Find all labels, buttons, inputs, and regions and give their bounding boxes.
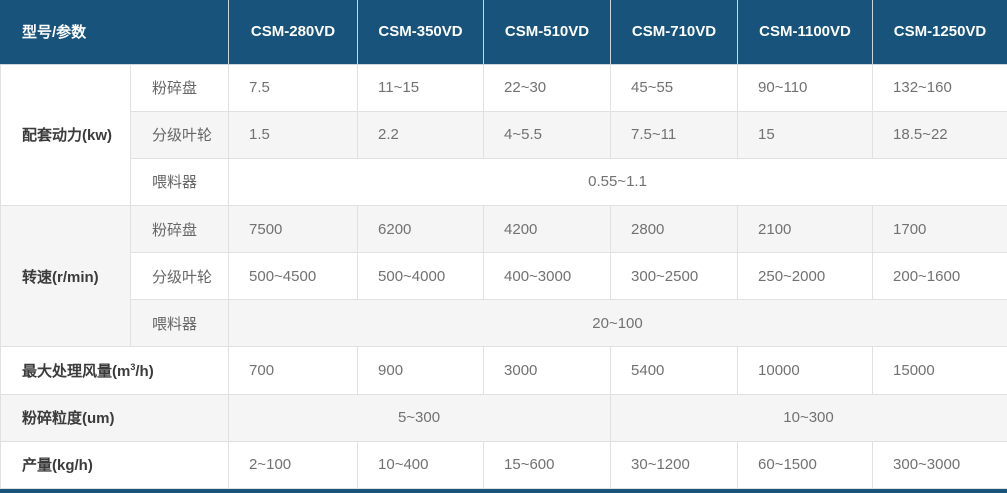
value-cell: 5400: [610, 346, 739, 395]
table-row-power-feeder: 喂料器 0.55~1.1: [1, 157, 1007, 206]
param-header-cell: 型号/参数: [0, 0, 230, 65]
value-cell: 300~2500: [610, 252, 739, 301]
airflow-label-post: /h): [135, 363, 154, 381]
value-cell: 22~30: [483, 63, 612, 112]
value-cell: 400~3000: [483, 252, 612, 301]
value-cell: 500~4000: [357, 252, 485, 301]
value-cell: 700: [228, 346, 359, 395]
value-cell: 500~4500: [228, 252, 359, 301]
value-cell: 10000: [737, 346, 874, 395]
value-cell: 132~160: [872, 63, 1007, 112]
header-row: 型号/参数 CSM-280VD CSM-350VD CSM-510VD CSM-…: [0, 0, 1007, 65]
model-header-csm-1250vd: CSM-1250VD: [872, 0, 1007, 65]
sub-label-cell: 分级叶轮: [129, 110, 230, 159]
table-row-speed-disc: 转速(r/min) 粉碎盘 7500 6200 4200 2800 2100 1…: [0, 204, 1007, 348]
value-cell: 2.2: [357, 110, 485, 159]
row-label-airflow: 最大处理风量(m3/h): [0, 346, 230, 395]
model-header-csm-1100vd: CSM-1100VD: [737, 0, 874, 65]
row-label-output: 产量(kg/h): [0, 440, 230, 490]
value-cell: 15: [737, 110, 874, 159]
value-cell: 1.5: [228, 110, 359, 159]
value-cell: 15~600: [483, 440, 612, 490]
merged-value-cell-right: 10~300: [610, 393, 1007, 442]
value-cell: 2800: [610, 204, 739, 254]
merged-value-cell: 0.55~1.1: [228, 157, 1007, 206]
value-cell: 18.5~22: [872, 110, 1007, 159]
sub-label-cell: 分级叶轮: [129, 252, 230, 301]
value-cell: 4~5.5: [483, 110, 612, 159]
value-cell: 4200: [483, 204, 612, 254]
value-cell: 10~400: [357, 440, 485, 490]
value-cell: 7.5: [228, 63, 359, 112]
value-cell: 45~55: [610, 63, 739, 112]
table-row-output: 产量(kg/h) 2~100 10~400 15~600 30~1200 60~…: [0, 440, 1007, 490]
value-cell: 300~3000: [872, 440, 1007, 490]
value-cell: 7500: [228, 204, 359, 254]
model-header-csm-710vd: CSM-710VD: [610, 0, 739, 65]
value-cell: 3000: [483, 346, 612, 395]
value-cell: 11~15: [357, 63, 485, 112]
sub-label-cell: 喂料器: [129, 299, 230, 348]
table-row-airflow: 最大处理风量(m3/h) 700 900 3000 5400 10000 150…: [0, 346, 1007, 395]
model-header-csm-280vd: CSM-280VD: [228, 0, 359, 65]
airflow-label-pre: 最大处理风量(m: [22, 363, 131, 381]
value-cell: 250~2000: [737, 252, 874, 301]
table-row-speed-feeder: 喂料器 20~100: [1, 299, 1007, 348]
value-cell: 60~1500: [737, 440, 874, 490]
table-row-speed-impeller: 分级叶轮 500~4500 500~4000 400~3000 300~2500…: [1, 252, 1007, 301]
model-header-csm-510vd: CSM-510VD: [483, 0, 612, 65]
value-cell: 6200: [357, 204, 485, 254]
airflow-label-superscript: 3: [130, 362, 136, 373]
row-label-granularity: 粉碎粒度(um): [0, 393, 230, 442]
value-cell: 2100: [737, 204, 874, 254]
value-cell: 90~110: [737, 63, 874, 112]
sub-label-cell: 粉碎盘: [129, 63, 230, 112]
value-cell: 15000: [872, 346, 1007, 395]
merged-value-cell: 20~100: [228, 299, 1007, 348]
sub-label-cell: 粉碎盘: [129, 204, 230, 254]
value-cell: 7.5~11: [610, 110, 739, 159]
group-label-power: 配套动力(kw): [0, 63, 131, 206]
table-row-granularity: 粉碎粒度(um) 5~300 10~300: [0, 393, 1007, 442]
sub-label-cell: 喂料器: [129, 157, 230, 206]
table-row-power-disc: 配套动力(kw) 粉碎盘 7.5 11~15 22~30 45~55 90~11…: [0, 63, 1007, 206]
table-row-power-impeller: 分级叶轮 1.5 2.2 4~5.5 7.5~11 15 18.5~22: [1, 110, 1007, 159]
value-cell: 200~1600: [872, 252, 1007, 301]
merged-value-cell-left: 5~300: [228, 393, 612, 442]
model-header-csm-350vd: CSM-350VD: [357, 0, 485, 65]
value-cell: 30~1200: [610, 440, 739, 490]
group-label-speed: 转速(r/min): [0, 204, 131, 348]
value-cell: 2~100: [228, 440, 359, 490]
value-cell: 1700: [872, 204, 1007, 254]
value-cell: 900: [357, 346, 485, 395]
